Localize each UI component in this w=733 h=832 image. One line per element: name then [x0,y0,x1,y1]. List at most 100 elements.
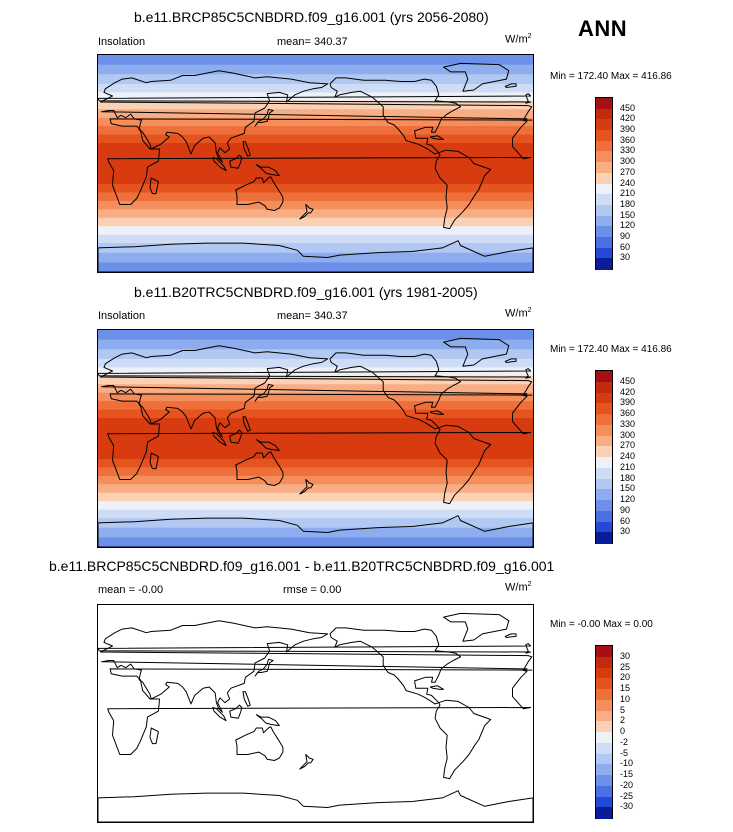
colorbar-swatch [596,446,612,458]
panel1-variable-label: Insolation [98,36,146,48]
coastline [504,633,517,638]
insolation-band [98,143,533,158]
colorbar-tick-label: -20 [620,779,634,790]
insolation-band [98,518,533,529]
coastline [98,790,533,822]
colorbar-tick-label: 390 [620,124,636,135]
colorbar-swatch [596,226,612,238]
colorbar-swatch [596,381,612,393]
colorbar-tick-label: 420 [620,113,636,124]
insolation-band [98,243,533,254]
colorbar-tick-label: 30 [620,252,631,263]
colorbar-tick-label: 450 [620,102,636,113]
insolation-band [98,134,533,144]
coastline [434,699,492,780]
coastline [434,424,492,505]
colorbar-swatch [596,742,612,754]
panel2-variable-label: Insolation [98,310,146,322]
insolation-band [98,330,533,341]
coastline [98,93,532,104]
colorbar-tick-label: 270 [620,440,636,451]
insolation-band [98,252,533,263]
coastline [98,515,533,547]
colorbar-tick-label: 2 [620,715,626,726]
colorbar-tick-label: -10 [620,758,634,769]
panel3-map [97,604,534,823]
panel3-colorbar: 30 25 20 15 10 5 2 0 -2 -5 -10 -15 -20 -25 -30 [595,645,633,819]
colorbar-tick-label: 60 [620,241,631,252]
insolation-band [98,64,533,75]
panel2-minmax: Min = 172.40 Max = 416.86 [550,344,672,355]
panel1-mean-label: mean= 340.37 [277,36,348,48]
coastline [99,620,533,713]
coastline [329,352,461,430]
insolation-band [98,475,533,485]
coastline [107,668,533,755]
insolation-band [98,401,533,411]
insolation-band [98,467,533,477]
panel1-colorbar: 450 420 390 360 330 300 270 240 210 180 150 120 90 60… [595,97,635,270]
colorbar-swatch [596,392,612,404]
colorbar-tick-label: -5 [620,747,629,758]
panel3-minmax: Min = -0.00 Max = 0.00 [550,619,653,630]
map-canvas [98,612,533,822]
coastline [242,141,251,157]
colorbar-tick-label: 240 [620,177,636,188]
colorbar-swatch [596,721,612,733]
colorbar-tick-label: 180 [620,198,636,209]
colorbar-swatch [596,775,612,787]
panel2-mean-label: mean= 340.37 [277,310,348,322]
insolation-band [98,392,533,402]
colorbar-tick-label: 150 [620,209,636,220]
insolation-band [98,527,533,538]
colorbar-swatch [596,478,612,490]
insolation-band [98,349,533,360]
coastline [255,714,280,727]
coastline [235,176,284,211]
colorbar-swatch [596,414,612,426]
colorbar-swatch [596,489,612,501]
colorbar-tick-label: 15 [620,683,631,693]
colorbar-tick-label: 120 [620,220,636,231]
colorbar-swatch [596,183,612,195]
coastline [329,77,461,155]
colorbar-swatch [596,247,612,259]
colorbar-tick-label: 240 [620,451,636,461]
colorbar-tick-label: -30 [620,801,634,812]
colorbar-swatch [596,215,612,227]
coastline [229,704,243,719]
colorbar-tick-label: 90 [620,504,631,515]
colorbar-swatch [596,130,612,142]
coastline [212,157,227,172]
insolation-band [98,409,533,419]
coastline [212,432,227,447]
colorbar-swatch [596,667,612,679]
coastline [329,627,461,705]
insolation-band [98,126,533,136]
coastline [149,177,159,195]
coastline [255,439,280,452]
insolation-band [98,100,533,110]
colorbar-swatch [596,403,612,415]
colorbar-tick-label: -15 [620,769,634,779]
insolation-band [98,501,533,511]
coastline [242,416,251,432]
coastline [98,643,532,654]
colorbar-tick-label: 300 [620,429,636,440]
coastline [429,135,445,140]
panel1-title: b.e11.BRCP85C5CNBDRD.f09_g16.001 (yrs 20… [134,9,489,25]
colorbar-tick-label: 210 [620,461,636,472]
colorbar-swatch [596,172,612,184]
colorbar-swatch [596,753,612,765]
coastline [255,164,280,177]
panel1-map [97,54,534,273]
colorbar-swatch [596,151,612,163]
panel1-minmax: Min = 172.40 Max = 416.86 [550,71,672,82]
coastline [443,612,510,642]
colorbar-tick-label: 60 [620,515,631,526]
colorbar-swatch [596,424,612,436]
colorbar-swatch [596,646,612,658]
insolation-band [98,55,533,66]
colorbar-tick-label: 270 [620,166,636,177]
colorbar-tick-label: 330 [620,418,636,429]
